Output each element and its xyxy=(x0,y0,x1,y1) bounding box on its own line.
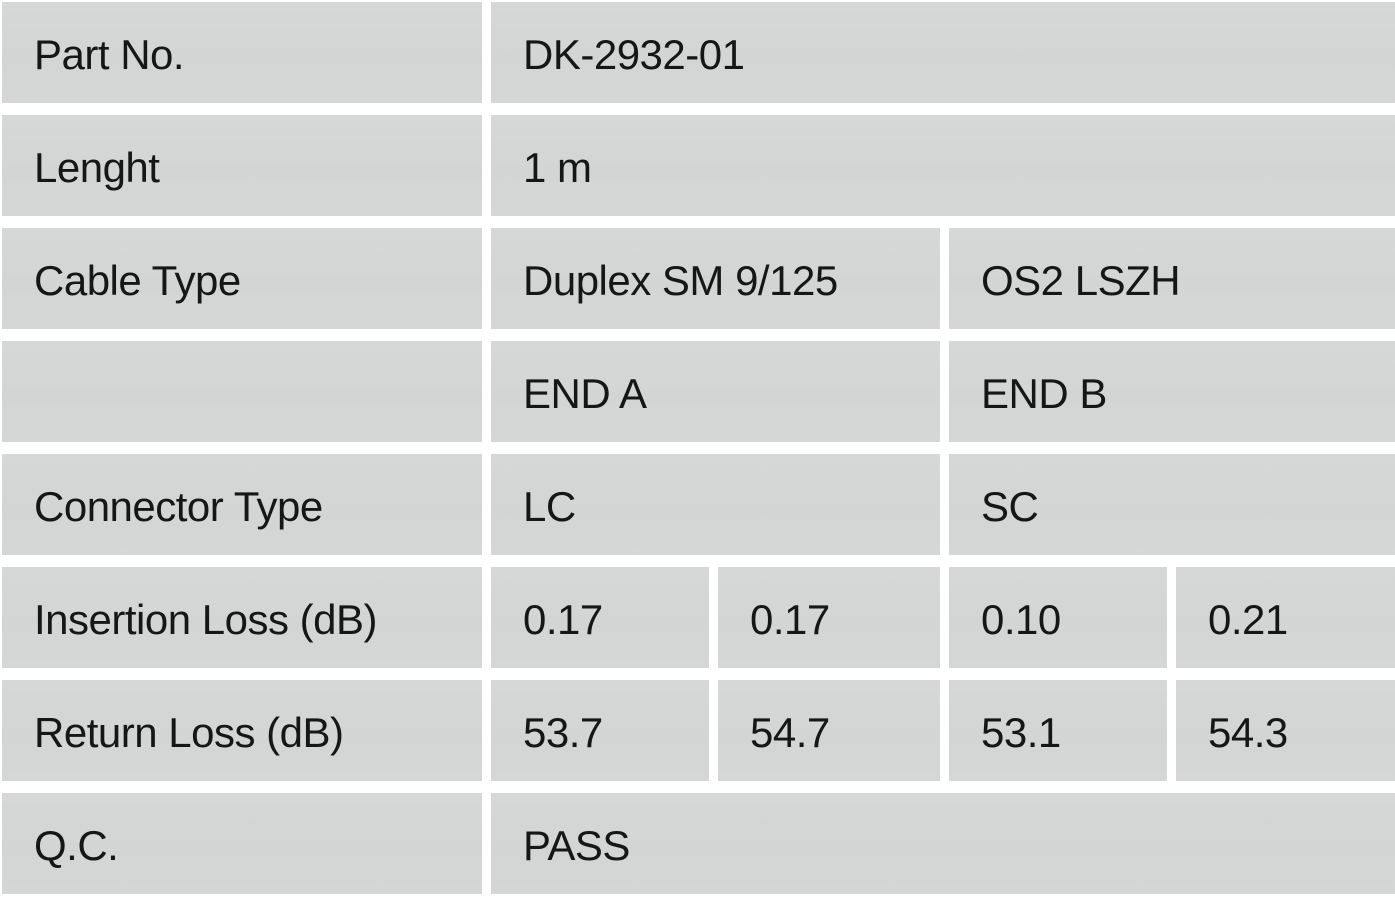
insertion-loss-end-b1-cell: 0.10 xyxy=(949,567,1167,668)
return-loss-end-a2-cell: 54.7 xyxy=(718,680,940,781)
cable-type-end-b-cell: OS2 LSZH xyxy=(949,228,1395,329)
connector-type-end-b-cell: SC xyxy=(949,454,1395,555)
ends-header-empty-cell xyxy=(2,341,482,442)
qc-label-cell: Q.C. xyxy=(2,793,482,894)
length-value-cell: 1 m xyxy=(491,115,1395,216)
qc-value-cell: PASS xyxy=(491,793,1395,894)
end-b-header-cell: END B xyxy=(949,341,1395,442)
end-a-header-cell: END A xyxy=(491,341,940,442)
part-no-label-cell: Part No. xyxy=(2,2,482,103)
cable-type-label-cell: Cable Type xyxy=(2,228,482,329)
return-loss-end-b2-cell: 54.3 xyxy=(1176,680,1395,781)
cable-type-end-a-cell: Duplex SM 9/125 xyxy=(491,228,940,329)
length-label-cell: Lenght xyxy=(2,115,482,216)
insertion-loss-end-a1-cell: 0.17 xyxy=(491,567,709,668)
return-loss-label-cell: Return Loss (dB) xyxy=(2,680,482,781)
connector-type-label-cell: Connector Type xyxy=(2,454,482,555)
insertion-loss-end-a2-cell: 0.17 xyxy=(718,567,940,668)
part-no-value-cell: DK-2932-01 xyxy=(491,2,1395,103)
return-loss-end-a1-cell: 53.7 xyxy=(491,680,709,781)
insertion-loss-label-cell: Insertion Loss (dB) xyxy=(2,567,482,668)
connector-type-end-a-cell: LC xyxy=(491,454,940,555)
return-loss-end-b1-cell: 53.1 xyxy=(949,680,1167,781)
insertion-loss-end-b2-cell: 0.21 xyxy=(1176,567,1395,668)
